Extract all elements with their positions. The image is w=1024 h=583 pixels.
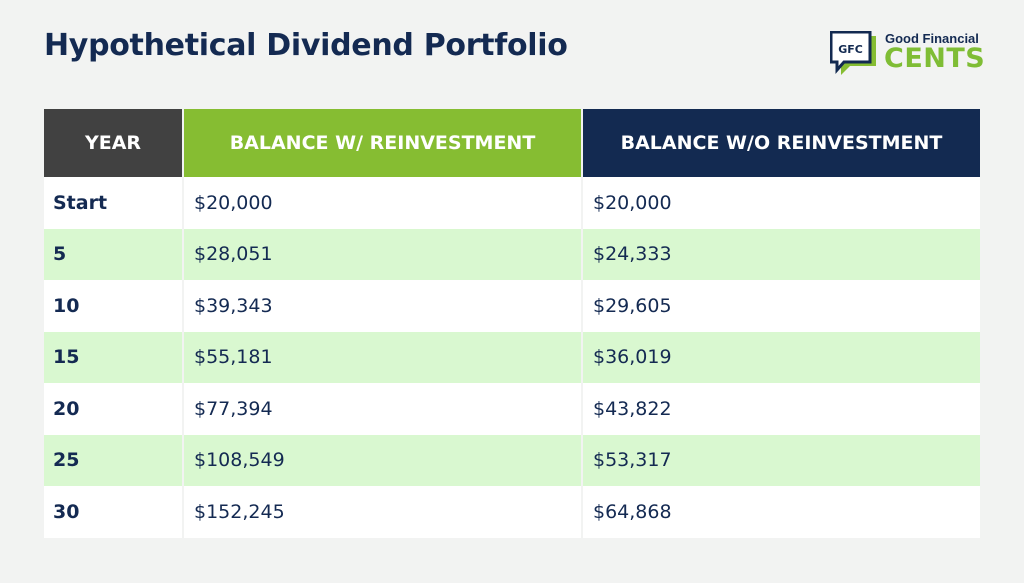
balance-without-reinvestment-cell: $64,868 [583, 486, 980, 538]
brand-logo: GFC Good Financial CENTS [830, 31, 990, 77]
year-cell: 30 [44, 486, 184, 538]
logo-mark-text: GFC [838, 43, 863, 56]
page-title: Hypothetical Dividend Portfolio [44, 28, 568, 63]
balance-with-reinvestment-cell: $28,051 [184, 228, 583, 280]
table-row: 25 $108,549 $53,317 [44, 434, 980, 486]
year-cell: 10 [44, 280, 184, 332]
column-header-without-reinvestment: BALANCE W/O REINVESTMENT [583, 109, 980, 177]
balance-without-reinvestment-cell: $43,822 [583, 383, 980, 435]
balance-with-reinvestment-cell: $108,549 [184, 434, 583, 486]
balance-with-reinvestment-cell: $77,394 [184, 383, 583, 435]
year-cell: 20 [44, 383, 184, 435]
table-row: 20 $77,394 $43,822 [44, 383, 980, 435]
year-cell: 15 [44, 331, 184, 383]
balance-without-reinvestment-cell: $29,605 [583, 280, 980, 332]
table-header-row: YEAR BALANCE W/ REINVESTMENT BALANCE W/O… [44, 109, 980, 177]
table-row: 30 $152,245 $64,868 [44, 486, 980, 538]
balance-without-reinvestment-cell: $53,317 [583, 434, 980, 486]
year-cell: 25 [44, 434, 184, 486]
balance-with-reinvestment-cell: $39,343 [184, 280, 583, 332]
balance-with-reinvestment-cell: $55,181 [184, 331, 583, 383]
balance-with-reinvestment-cell: $20,000 [184, 177, 583, 229]
balance-with-reinvestment-cell: $152,245 [184, 486, 583, 538]
balance-without-reinvestment-cell: $20,000 [583, 177, 980, 229]
balance-without-reinvestment-cell: $36,019 [583, 331, 980, 383]
table-row: 10 $39,343 $29,605 [44, 280, 980, 332]
table-row: 5 $28,051 $24,333 [44, 228, 980, 280]
gfc-speech-bubble-icon: GFC [830, 31, 876, 75]
table-row: 15 $55,181 $36,019 [44, 331, 980, 383]
year-cell: 5 [44, 228, 184, 280]
logo-line2: CENTS [884, 43, 986, 74]
logo-line1: Good Financial [885, 31, 979, 46]
dividend-table: YEAR BALANCE W/ REINVESTMENT BALANCE W/O… [44, 109, 980, 538]
balance-without-reinvestment-cell: $24,333 [583, 228, 980, 280]
table-row: Start $20,000 $20,000 [44, 177, 980, 229]
column-header-with-reinvestment: BALANCE W/ REINVESTMENT [184, 109, 583, 177]
column-header-year: YEAR [44, 109, 184, 177]
year-cell: Start [44, 177, 184, 229]
